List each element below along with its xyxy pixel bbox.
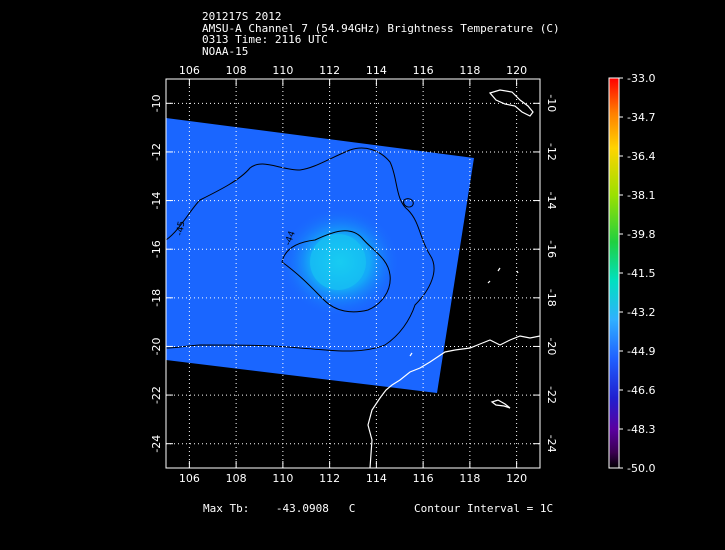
coastline-islet-4 [409, 352, 413, 357]
y-tick-label-left: -14 [150, 192, 163, 210]
colorbar-label: -39.8 [627, 228, 655, 241]
chart-title: AMSU-A Channel 7 (54.94GHz) Brightness T… [202, 21, 560, 35]
x-tick-label-bottom: 118 [459, 472, 480, 485]
y-tick-label-left: -10 [150, 94, 163, 112]
y-tick-label-left: -24 [150, 435, 163, 453]
x-tick-label-top: 116 [413, 64, 434, 77]
coastline-islet-3 [516, 270, 519, 274]
x-axis-tick-labels: 106 106 108 108 110 110 112 112 114 114 116 116 118 1… [179, 64, 527, 485]
x-tick-label-bottom: 112 [319, 472, 340, 485]
plot-area: -45 -44 [166, 79, 540, 468]
x-tick-label-bottom: 106 [179, 472, 200, 485]
colorbar-label: -43.2 [627, 306, 655, 319]
colorbar-label: -34.7 [627, 111, 655, 124]
max-tb-readout: Max Tb: -43.0908 C [203, 502, 355, 515]
coastline-islet-1 [487, 280, 491, 284]
coastline-islet-2 [497, 267, 501, 272]
colorbar-label: -48.3 [627, 423, 655, 436]
time-line: 0313 Time: 2116 UTC [202, 33, 328, 46]
y-tick-label-left: -18 [150, 289, 163, 307]
y-tick-label-right: -18 [545, 289, 558, 307]
coastline-island-1 [488, 89, 534, 117]
x-tick-label-bottom: 108 [226, 472, 247, 485]
y-tick-label-right: -10 [545, 94, 558, 112]
y-tick-label-left: -12 [150, 143, 163, 161]
y-tick-label-left: -16 [150, 240, 163, 258]
x-tick-label-top: 120 [506, 64, 527, 77]
colorbar-label: -46.6 [627, 384, 655, 397]
colorbar [608, 77, 620, 469]
x-tick-label-bottom: 114 [366, 472, 387, 485]
x-tick-label-top: 112 [319, 64, 340, 77]
max-tb-unit: C [348, 502, 356, 515]
contour-45 [166, 147, 435, 352]
y-tick-label-right: -24 [545, 435, 558, 453]
x-tick-label-bottom: 120 [506, 472, 527, 485]
y-tick-label-right: -16 [545, 240, 558, 258]
contour-small [403, 198, 414, 208]
y-tick-label-left: -22 [150, 386, 163, 404]
colorbar-label: -50.0 [627, 462, 655, 475]
colorbar-label: -33.0 [627, 72, 655, 85]
plot-frame [165, 78, 541, 469]
contour-44 [281, 230, 391, 313]
y-tick-label-right: -22 [545, 386, 558, 404]
x-tick-label-bottom: 110 [272, 472, 293, 485]
y-tick-label-right: -20 [545, 337, 558, 355]
colorbar-label: -36.4 [627, 150, 655, 163]
x-tick-label-bottom: 116 [413, 472, 434, 485]
x-tick-label-top: 106 [179, 64, 200, 77]
warm-core-inner [310, 234, 366, 290]
contour-label-45: -45 [175, 220, 187, 236]
y-tick-label-left: -20 [150, 337, 163, 355]
y-axis-tick-labels: -10 -10 -12 -12 -14 -14 -16 -16 -18 -18 -20 -20 -22 -… [150, 94, 558, 452]
x-tick-label-top: 114 [366, 64, 387, 77]
colorbar-label: -41.5 [627, 267, 655, 280]
storm-id-line: 201217S 2012 [202, 10, 282, 23]
colorbar-labels: -33.0 -34.7 -36.4 -38.1 -39.8 -41.5 -43.2 -44.9… [619, 72, 655, 475]
colorbar-label: -44.9 [627, 345, 655, 358]
tick-marks [166, 79, 540, 468]
grid-lines [166, 79, 540, 468]
contour-interval-label: Contour Interval = 1C [414, 502, 554, 515]
max-tb-value: -43.0908 [275, 502, 329, 515]
x-tick-label-top: 118 [459, 64, 480, 77]
y-tick-label-right: -12 [545, 143, 558, 161]
satellite-line: NOAA-15 [202, 44, 249, 58]
x-tick-label-top: 110 [272, 64, 293, 77]
y-tick-label-right: -14 [545, 192, 558, 210]
title-block: 201217S 2012 AMSU-A Channel 7 (54.94GHz)… [202, 11, 560, 57]
max-tb-label: Max Tb: [203, 502, 250, 515]
contour-label-44: -44 [283, 230, 298, 247]
x-tick-label-top: 108 [226, 64, 247, 77]
colorbar-label: -38.1 [627, 189, 655, 202]
coastline-island-2 [490, 399, 511, 409]
